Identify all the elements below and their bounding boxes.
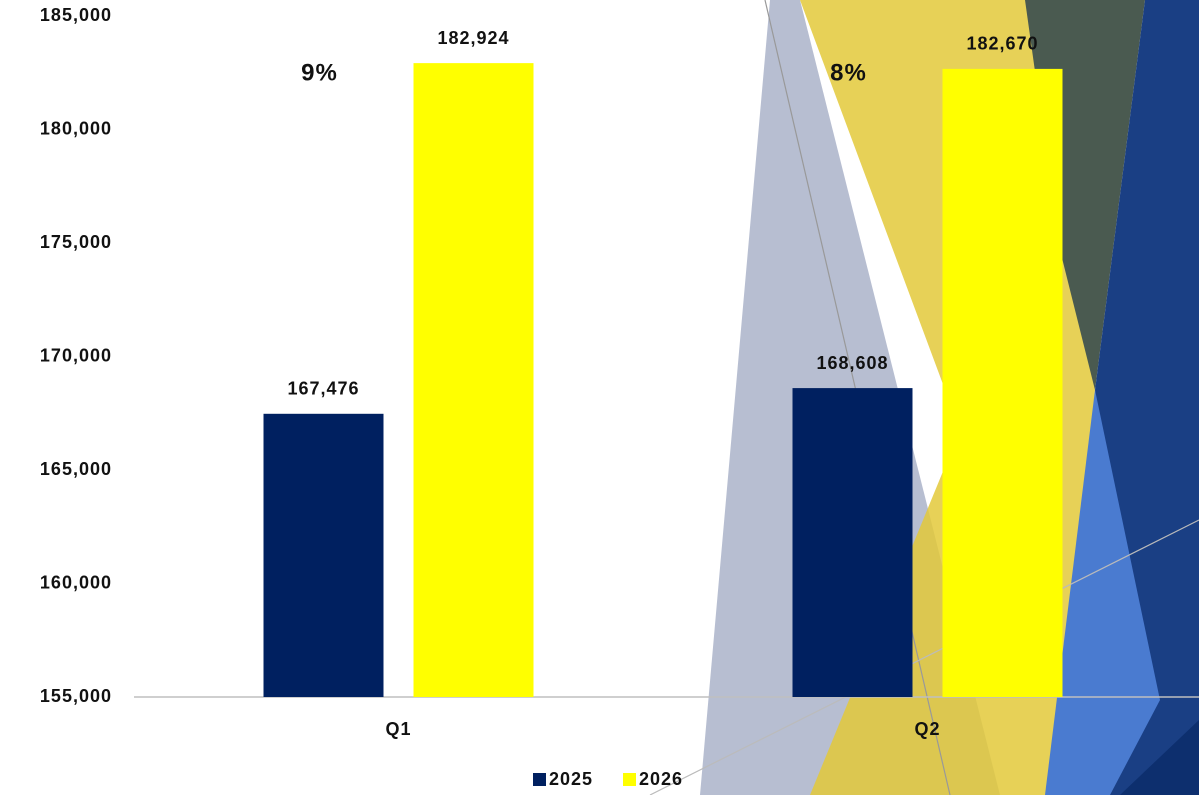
bar	[942, 68, 1063, 698]
background-decoration	[649, 0, 1199, 795]
x-tick-label: Q2	[914, 719, 940, 739]
bar	[413, 63, 534, 698]
y-tick-label: 165,000	[40, 459, 112, 479]
y-tick-label: 180,000	[40, 118, 112, 138]
y-tick-label: 185,000	[40, 5, 112, 25]
legend-label: 2025	[549, 769, 593, 789]
legend-label: 2026	[639, 769, 683, 789]
decor-line	[649, 519, 1199, 795]
x-tick-label: Q1	[385, 719, 411, 739]
y-tick-label: 170,000	[40, 345, 112, 365]
legend-swatch	[533, 773, 546, 786]
bar	[263, 413, 384, 697]
data-label: 167,476	[287, 379, 359, 399]
y-tick-label: 175,000	[40, 232, 112, 252]
y-tick-label: 155,000	[40, 686, 112, 706]
decor-shape	[1120, 720, 1199, 795]
data-label: 168,608	[816, 353, 888, 373]
y-tick-label: 160,000	[40, 572, 112, 592]
annotation: 9%	[301, 59, 338, 86]
data-label: 182,670	[966, 34, 1038, 54]
legend-swatch	[623, 773, 636, 786]
bar	[792, 388, 913, 697]
annotation: 8%	[830, 59, 867, 86]
data-label: 182,924	[437, 28, 509, 48]
decor-shape	[1045, 390, 1160, 795]
